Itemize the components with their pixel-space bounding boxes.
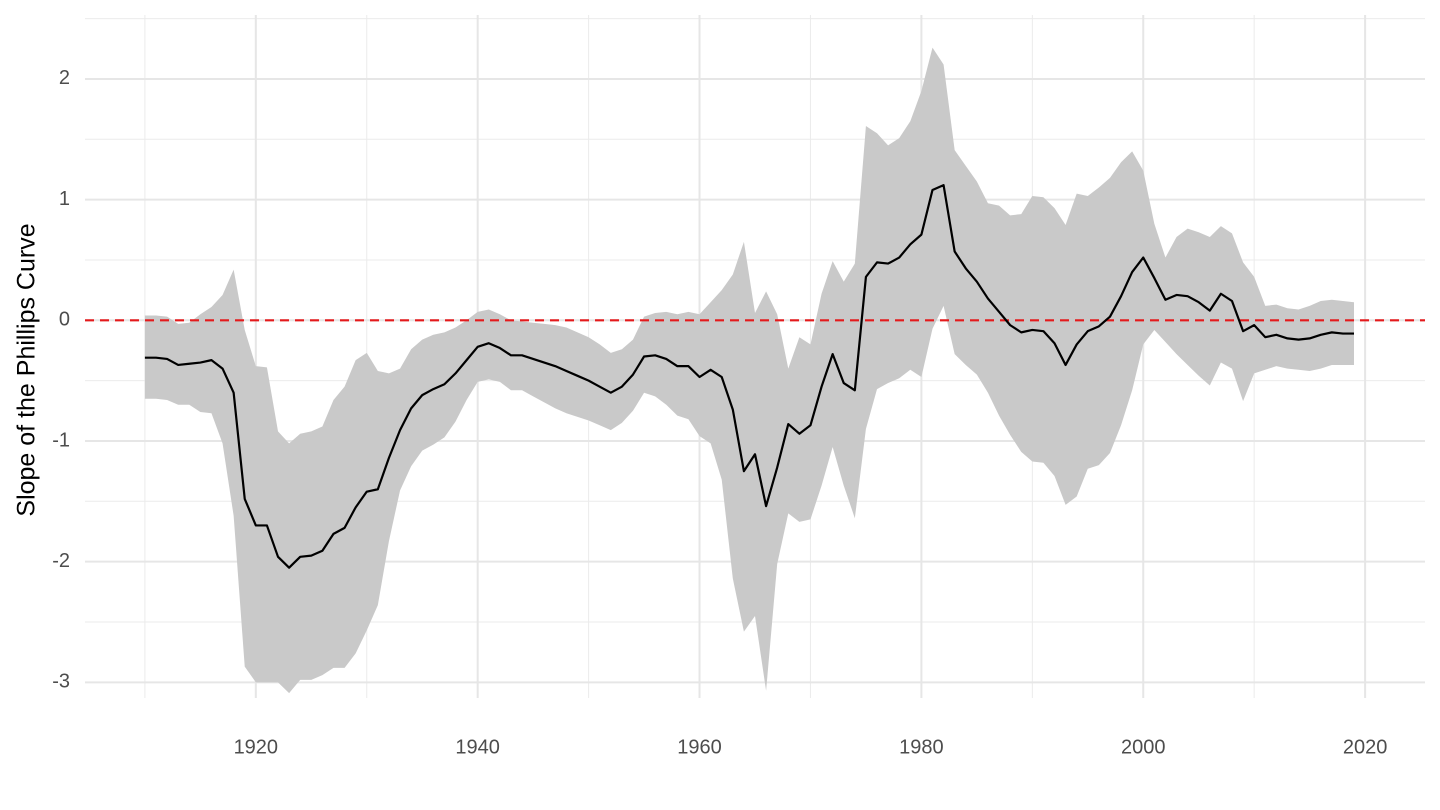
x-tick-label: 1940 — [455, 736, 500, 758]
y-tick-label: 1 — [59, 188, 70, 210]
line — [144, 184, 1355, 569]
y-tick-label: -1 — [52, 429, 70, 451]
x-tick-label: 2020 — [1343, 736, 1388, 758]
y-tick-label: 0 — [59, 309, 70, 331]
confidence-band — [144, 47, 1355, 694]
y-tick-label: 2 — [59, 67, 70, 89]
y-tick-label: -3 — [52, 671, 70, 693]
y-tick-label: -2 — [52, 550, 70, 572]
x-tick-label: 1920 — [234, 736, 279, 758]
x-tick-label: 2000 — [1121, 736, 1166, 758]
x-tick-label: 1980 — [899, 736, 944, 758]
y-axis-title: Slope of the Phillips Curve — [13, 223, 41, 516]
x-tick-label: 1960 — [677, 736, 722, 758]
